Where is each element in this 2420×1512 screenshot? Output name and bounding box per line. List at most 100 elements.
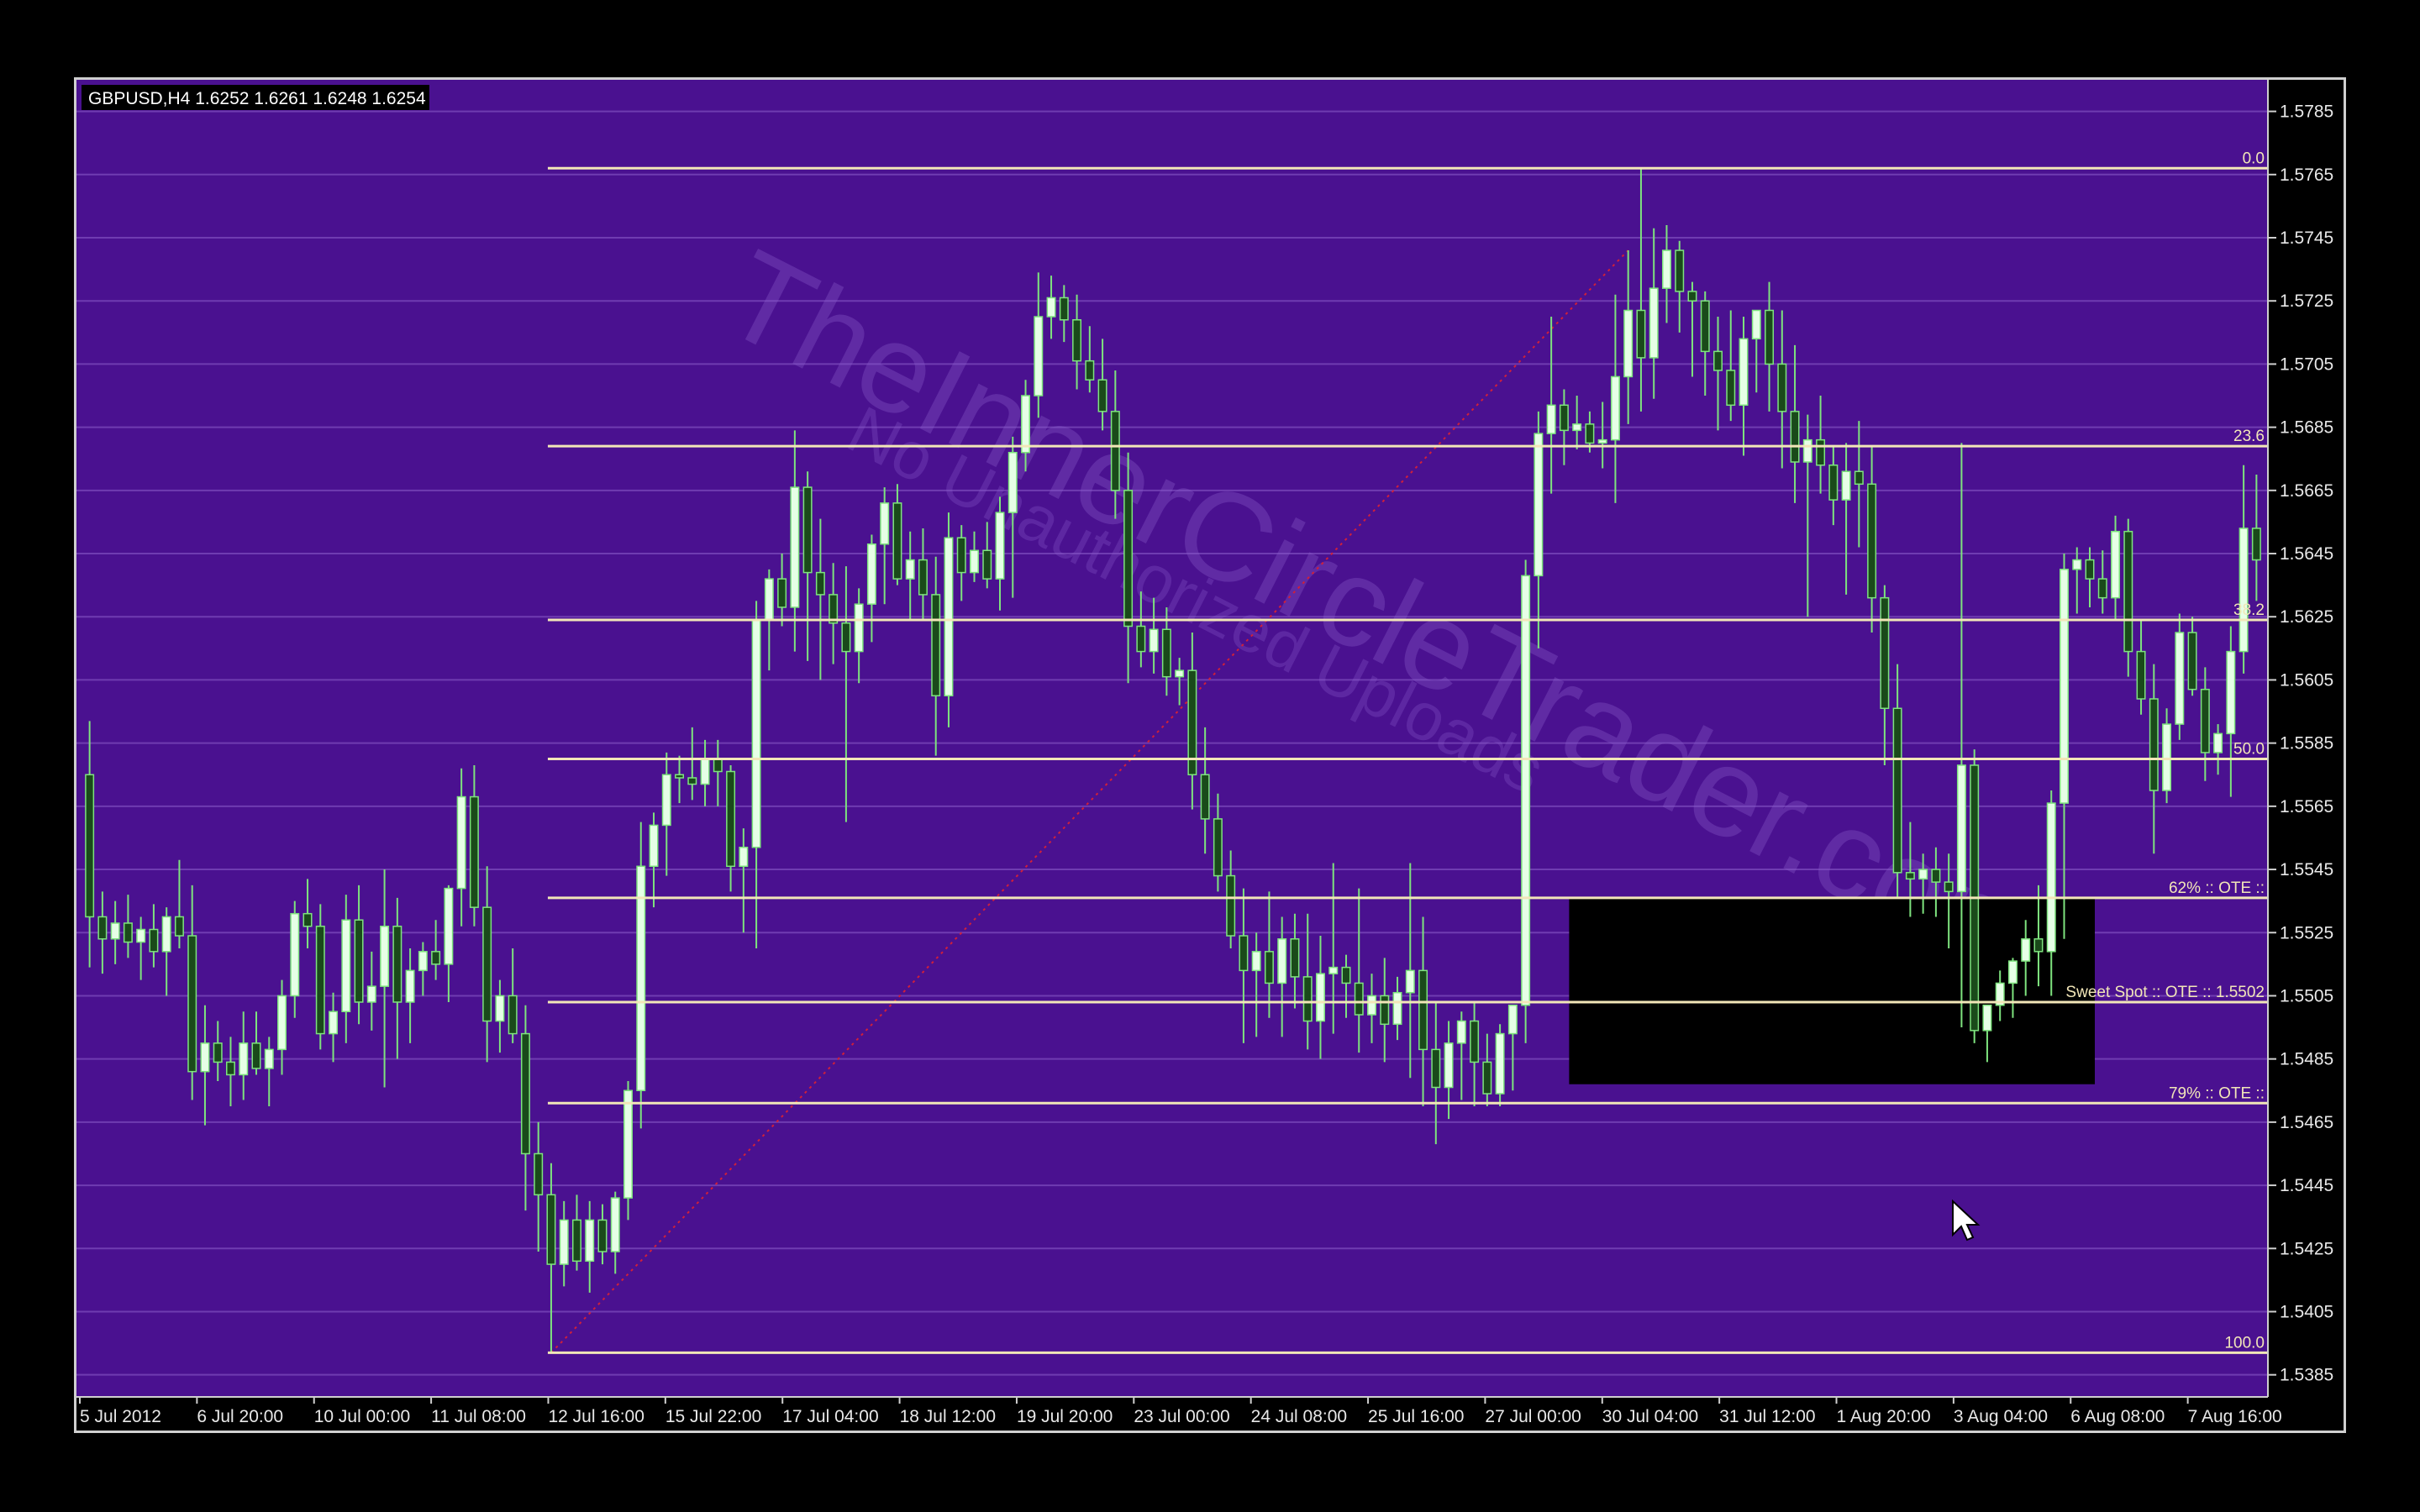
candle-body <box>1713 350 1723 371</box>
candle-body <box>1597 438 1607 444</box>
time-tick-label: 17 Jul 04:00 <box>782 1407 878 1426</box>
candle-body <box>1880 596 1890 710</box>
candle-body <box>161 916 171 953</box>
candle-body <box>623 1089 633 1199</box>
time-tick-label: 23 Jul 00:00 <box>1134 1407 1229 1426</box>
candle-body <box>1161 628 1171 678</box>
candle-body <box>1675 249 1685 292</box>
candle-body <box>1341 966 1351 984</box>
candle-body <box>546 1194 556 1265</box>
candle-body <box>1700 300 1710 353</box>
candle-body <box>1751 309 1761 340</box>
candle-body <box>661 774 671 827</box>
candle-body <box>829 594 839 624</box>
candle-body <box>2111 530 2121 599</box>
candle-body <box>2060 569 2069 804</box>
candle-body <box>854 603 864 653</box>
candle-body <box>341 919 351 1013</box>
fib-level-label: 50.0 <box>2233 740 2265 758</box>
candle-body <box>790 486 800 608</box>
time-tick-label: 6 Aug 08:00 <box>2070 1407 2165 1426</box>
candle-body <box>1200 774 1210 820</box>
candle-body <box>1995 982 2005 1006</box>
candle-body <box>1456 1020 1466 1044</box>
candle-body <box>392 925 402 1003</box>
candle-body <box>1572 423 1582 432</box>
candle-body <box>482 906 492 1022</box>
price-tick-label: 1.5705 <box>2280 354 2333 374</box>
candle-body <box>2033 938 2044 953</box>
candle-body <box>1521 575 1531 1006</box>
price-tick-label: 1.5525 <box>2280 923 2333 942</box>
price-tick-label: 1.5605 <box>2280 670 2333 690</box>
price-tick-label: 1.5485 <box>2280 1050 2333 1069</box>
candle-body <box>1213 818 1223 877</box>
candle-body <box>2046 802 2056 953</box>
price-tick-label: 1.5585 <box>2280 734 2333 753</box>
price-tick-label: 1.5645 <box>2280 544 2333 564</box>
candle-body <box>751 619 761 848</box>
candle-body <box>1585 423 1595 444</box>
header-backdrop <box>82 85 429 110</box>
price-tick-label: 1.5625 <box>2280 607 2333 627</box>
candle-body <box>136 928 146 943</box>
candle-body <box>700 758 710 785</box>
candle-body <box>1482 1061 1492 1095</box>
fib-anchor-line[interactable] <box>550 249 1629 1354</box>
candle-body <box>1302 976 1313 1022</box>
time-tick-label: 12 Jul 16:00 <box>548 1407 644 1426</box>
time-tick-label: 15 Jul 22:00 <box>666 1407 761 1426</box>
candle-body <box>290 912 300 997</box>
candle-body <box>1431 1048 1441 1089</box>
candle-body <box>739 846 749 868</box>
price-tick-label: 1.5745 <box>2280 228 2333 248</box>
mouse-cursor-icon <box>1952 1200 1981 1242</box>
candle-body <box>2175 632 2185 725</box>
chart-window[interactable]: TheInnerCircleTrader.com No Unauthorized… <box>74 77 2346 1433</box>
price-chart[interactable]: TheInnerCircleTrader.com No Unauthorized… <box>76 80 2344 1431</box>
candle-body <box>1007 451 1018 513</box>
candle-body <box>1944 881 1954 893</box>
candle-body <box>97 916 108 940</box>
candle-body <box>687 777 697 785</box>
candle-body <box>892 502 902 580</box>
candle-body <box>1136 625 1146 653</box>
candle-body <box>982 549 992 580</box>
candle-body <box>2149 698 2159 791</box>
candle-body <box>1072 319 1082 362</box>
price-tick-label: 1.5445 <box>2280 1176 2333 1195</box>
candle-body <box>225 1061 235 1076</box>
fib-level-label: 0.0 <box>2243 150 2265 167</box>
candle-body <box>1726 370 1736 407</box>
price-tick-label: 1.5725 <box>2280 291 2333 311</box>
candle-body <box>2251 528 2261 561</box>
candle-body <box>1495 1032 1505 1095</box>
fib-level-label: 62% :: OTE :: <box>2169 879 2265 897</box>
candle-body <box>418 951 428 972</box>
time-tick-label: 6 Jul 20:00 <box>197 1407 283 1426</box>
candle-body <box>1661 249 1671 289</box>
candle-body <box>534 1152 544 1196</box>
candle-body <box>2200 688 2210 753</box>
time-tick-label: 25 Jul 16:00 <box>1368 1407 1464 1426</box>
candle-body <box>123 922 133 943</box>
time-tick-label: 30 Jul 04:00 <box>1602 1407 1698 1426</box>
candle-body <box>149 928 159 953</box>
price-tick-label: 1.5785 <box>2280 102 2333 122</box>
candle-body <box>1046 297 1056 318</box>
time-tick-label: 31 Jul 12:00 <box>1719 1407 1815 1426</box>
candle-body <box>329 1011 339 1035</box>
candle-body <box>1765 309 1775 365</box>
candle-body <box>610 1197 620 1252</box>
time-tick-label: 11 Jul 08:00 <box>431 1407 526 1426</box>
candle-body <box>585 1219 595 1263</box>
grid <box>76 110 2268 1376</box>
fib-level-label: 79% :: OTE :: <box>2169 1084 2265 1102</box>
candle-body <box>1149 628 1159 653</box>
candle-body <box>277 995 287 1051</box>
candle-body <box>1931 869 1941 883</box>
time-tick-label: 1 Aug 20:00 <box>1837 1407 1931 1426</box>
candle-body <box>2162 723 2172 791</box>
ote-zone-box[interactable] <box>1569 897 2096 1084</box>
fibonacci-levels[interactable]: 0.023.638.250.062% :: OTE ::Sweet Spot :… <box>547 150 2268 1354</box>
